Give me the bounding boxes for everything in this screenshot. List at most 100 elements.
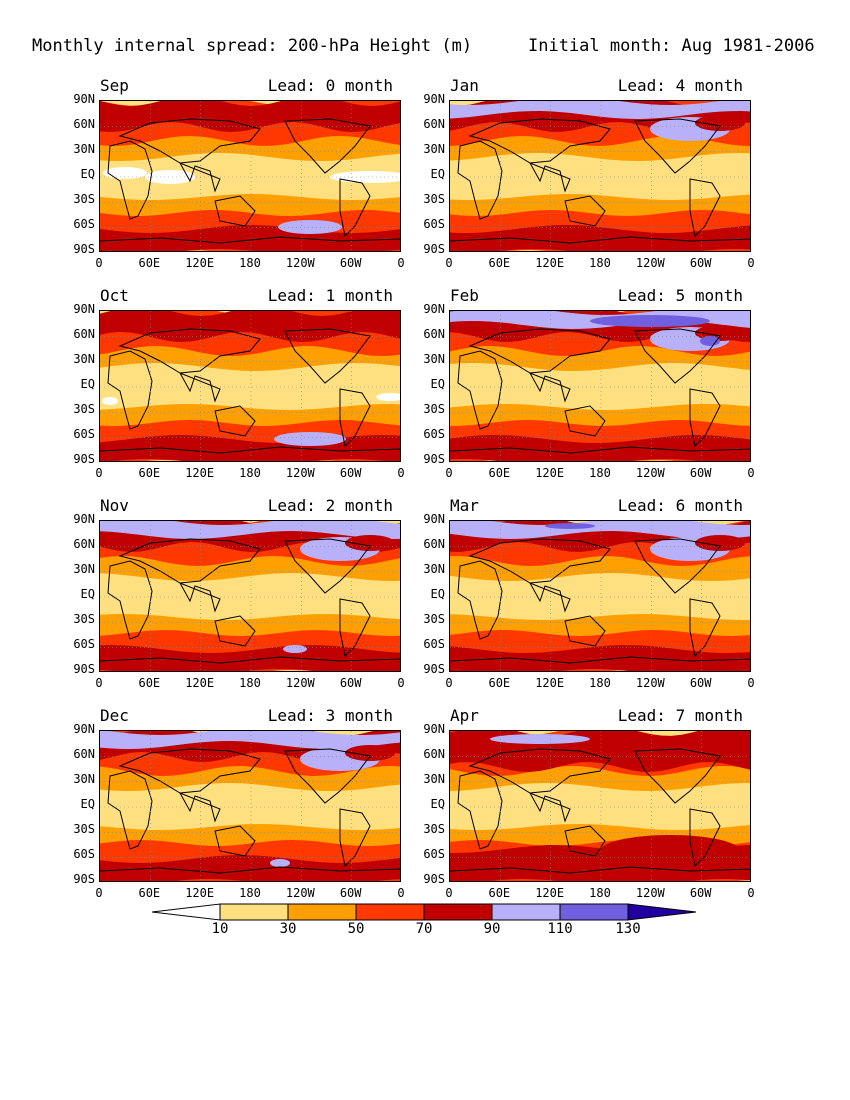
- coastline: [100, 328, 400, 454]
- x-tick-label: 0: [397, 886, 405, 900]
- x-tick-label: 180: [589, 676, 611, 690]
- figure-title: Monthly internal spread: 200-hPa Height …: [32, 36, 473, 56]
- y-tick-label: 90S: [423, 451, 445, 466]
- x-tick-label: 60W: [339, 676, 362, 690]
- colorbar: 10 30 50 70 90 110 130: [151, 903, 712, 947]
- coastline: [100, 538, 400, 664]
- contour-map: [99, 100, 401, 252]
- coastline: [100, 748, 400, 874]
- x-tick-label: 0: [747, 886, 755, 900]
- contour-map: [449, 310, 751, 462]
- y-tick-label: 90S: [423, 241, 445, 256]
- colorbar-under: [151, 903, 221, 921]
- y-tick-label: 90N: [73, 92, 95, 106]
- y-tick-label: 90S: [73, 661, 95, 676]
- coastline: [450, 118, 750, 244]
- y-tick-label: 90S: [73, 451, 95, 466]
- high-spread-region: [490, 734, 590, 744]
- panel-lead-label: Lead: 2 month: [267, 496, 393, 515]
- x-tick-label: 180: [589, 466, 611, 480]
- spread-region: [695, 115, 745, 131]
- y-tick-label: EQ: [80, 376, 95, 391]
- y-tick-label: EQ: [430, 166, 445, 181]
- y-tick-label: 90N: [423, 722, 445, 736]
- high-spread-region: [283, 645, 307, 653]
- x-tick-label: 0: [397, 676, 405, 690]
- panel-month-label: Feb: [450, 286, 479, 305]
- x-tick-label: 120W: [635, 886, 665, 900]
- x-tick-label: 0: [445, 676, 453, 690]
- x-tick-label: 60W: [339, 886, 362, 900]
- x-tick-label: 60E: [138, 466, 161, 480]
- x-tick-label: 60E: [488, 886, 511, 900]
- x-tick-label: 120E: [535, 886, 565, 900]
- y-tick-label: 60N: [423, 116, 445, 131]
- x-tick-label: 60W: [689, 256, 712, 270]
- colorbar-level-label: 130: [615, 921, 641, 937]
- colorbar-band-50-70: [355, 903, 425, 921]
- map-graphic: [450, 311, 750, 461]
- x-tick-label: 120W: [635, 466, 665, 480]
- y-tick-label: EQ: [430, 796, 445, 811]
- x-tick-label: 60W: [689, 676, 712, 690]
- colorbar-level-label: 110: [547, 921, 573, 937]
- y-tick-label: 30N: [73, 141, 95, 156]
- figure-initial-month: Initial month: Aug 1981-2006: [528, 36, 815, 56]
- x-tick-label: 180: [589, 886, 611, 900]
- y-tick-label: 60S: [423, 846, 445, 861]
- x-tick-label: 120W: [635, 676, 665, 690]
- contour-map: [449, 520, 751, 672]
- colorbar-level-label: 50: [347, 921, 365, 937]
- y-tick-label: 60S: [423, 636, 445, 651]
- y-tick-label: EQ: [80, 586, 95, 601]
- spread-region: [345, 535, 395, 551]
- x-tick-label: 60W: [339, 256, 362, 270]
- x-tick-label: 0: [747, 466, 755, 480]
- y-tick-label: 30N: [423, 561, 445, 576]
- high-spread-region: [274, 432, 346, 446]
- y-tick-label: 30S: [73, 821, 95, 836]
- x-tick-label: 60E: [488, 466, 511, 480]
- y-tick-label: 60S: [73, 846, 95, 861]
- map-graphic: [450, 731, 750, 881]
- y-tick-label: EQ: [80, 796, 95, 811]
- x-tick-label: 180: [589, 256, 611, 270]
- y-tick-label: 90S: [73, 871, 95, 886]
- x-tick-label: 0: [445, 886, 453, 900]
- x-tick-label: 0: [747, 676, 755, 690]
- y-tick-label: EQ: [430, 586, 445, 601]
- y-tick-label: 60N: [73, 536, 95, 551]
- contour-map: [99, 520, 401, 672]
- x-tick-label: 0: [95, 256, 103, 270]
- low-spread-region: [102, 397, 118, 405]
- coastline: [450, 328, 750, 454]
- x-tick-label: 120W: [285, 676, 315, 690]
- x-tick-label: 60E: [138, 676, 161, 690]
- colorbar-graphic: [151, 903, 697, 921]
- y-tick-label: 60S: [423, 426, 445, 441]
- coastline: [100, 118, 400, 244]
- x-tick-label: 60E: [138, 256, 161, 270]
- y-tick-label: 60N: [73, 326, 95, 341]
- y-tick-label: 60S: [73, 426, 95, 441]
- contour-map: [99, 730, 401, 882]
- y-tick-label: 30N: [73, 561, 95, 576]
- map-graphic: [450, 521, 750, 671]
- y-tick-label: 30N: [423, 771, 445, 786]
- panel-lead-label: Lead: 7 month: [617, 706, 743, 725]
- panel-month-label: Oct: [100, 286, 129, 305]
- high-spread-region: [270, 859, 290, 867]
- panel-month-label: Sep: [100, 76, 129, 95]
- contour-map: [449, 730, 751, 882]
- colorbar-band-70-90: [423, 903, 493, 921]
- y-tick-label: 90S: [423, 871, 445, 886]
- y-tick-label: 30N: [423, 351, 445, 366]
- map-graphic: [100, 521, 400, 671]
- y-tick-label: 90S: [423, 661, 445, 676]
- y-tick-label: 60S: [73, 216, 95, 231]
- y-tick-label: 90N: [73, 302, 95, 316]
- y-tick-label: 90N: [423, 512, 445, 526]
- map-graphic: [100, 311, 400, 461]
- y-tick-label: 60S: [423, 216, 445, 231]
- contour-map: [449, 100, 751, 252]
